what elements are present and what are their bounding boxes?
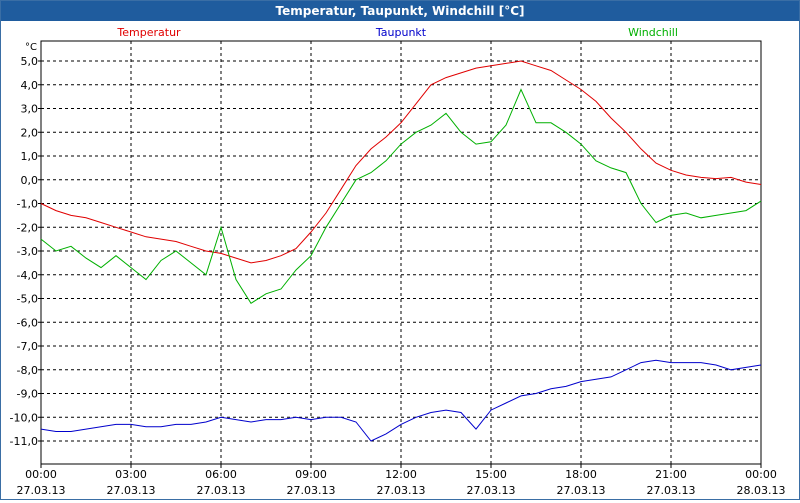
- x-tick-date: 27.03.13: [17, 484, 66, 497]
- y-tick-label: 3,0: [21, 103, 39, 116]
- x-tick-date: 28.03.13: [737, 484, 786, 497]
- grid-lines: [38, 41, 762, 468]
- y-tick-label: -10,0: [10, 411, 38, 424]
- x-tick-time: 12:00: [385, 468, 417, 481]
- y-tick-label: -9,0: [17, 388, 38, 401]
- x-tick-time: 00:00: [25, 468, 57, 481]
- series-lines: [40, 60, 762, 442]
- x-tick-date: 27.03.13: [557, 484, 606, 497]
- y-tick-label: -11,0: [10, 435, 38, 448]
- x-tick-date: 27.03.13: [647, 484, 696, 497]
- x-tick-time: 06:00: [205, 468, 237, 481]
- x-tick-date: 27.03.13: [287, 484, 336, 497]
- x-tick-time: 00:00: [745, 468, 777, 481]
- chart-area: °C Temperatur Taupunkt Windchill 5,0 4,0 3…: [1, 21, 799, 499]
- legend-taupunkt: Taupunkt: [375, 26, 427, 39]
- x-tick-date: 27.03.13: [197, 484, 246, 497]
- temperature-chart: °C Temperatur Taupunkt Windchill 5,0 4,0 3…: [10, 26, 786, 497]
- y-tick-label: -3,0: [17, 245, 38, 258]
- x-tick-time: 21:00: [655, 468, 687, 481]
- window-title: Temperatur, Taupunkt, Windchill [°C]: [1, 1, 799, 21]
- legend-windchill: Windchill: [628, 26, 678, 39]
- y-axis-labels: 5,0 4,0 3,0 2,0 1,0 0,0 -1,0 -2,0 -3,0 -4,0 -5,0 -6…: [10, 55, 38, 448]
- x-tick-time: 03:00: [115, 468, 147, 481]
- y-tick-label: -4,0: [17, 269, 38, 282]
- y-tick-label: -1,0: [17, 198, 38, 211]
- y-tick-label: -6,0: [17, 316, 38, 329]
- y-tick-label: 0,0: [21, 174, 39, 187]
- x-tick-date: 27.03.13: [377, 484, 426, 497]
- x-tick-time: 09:00: [295, 468, 327, 481]
- series-line-taupunkt: [40, 359, 762, 442]
- y-tick-label: -8,0: [17, 364, 38, 377]
- x-axis-labels: 00:00 27.03.13 03:00 27.03.13 06:00 27.03.13 0…: [17, 468, 786, 497]
- y-tick-label: 1,0: [21, 150, 39, 163]
- x-tick-time: 15:00: [475, 468, 507, 481]
- y-tick-label: 2,0: [21, 126, 39, 139]
- series-line-windchill: [40, 88, 762, 304]
- y-unit-label: °C: [25, 42, 37, 53]
- x-tick-date: 27.03.13: [107, 484, 156, 497]
- x-tick-time: 18:00: [565, 468, 597, 481]
- y-tick-label: -5,0: [17, 293, 38, 306]
- y-tick-label: -7,0: [17, 340, 38, 353]
- x-tick-date: 27.03.13: [467, 484, 516, 497]
- series-line-temperatur: [40, 60, 762, 264]
- legend-temperatur: Temperatur: [116, 26, 181, 39]
- y-tick-label: 5,0: [21, 55, 39, 68]
- plot-frame: [40, 40, 762, 465]
- y-tick-label: -2,0: [17, 221, 38, 234]
- y-tick-label: 4,0: [21, 79, 39, 92]
